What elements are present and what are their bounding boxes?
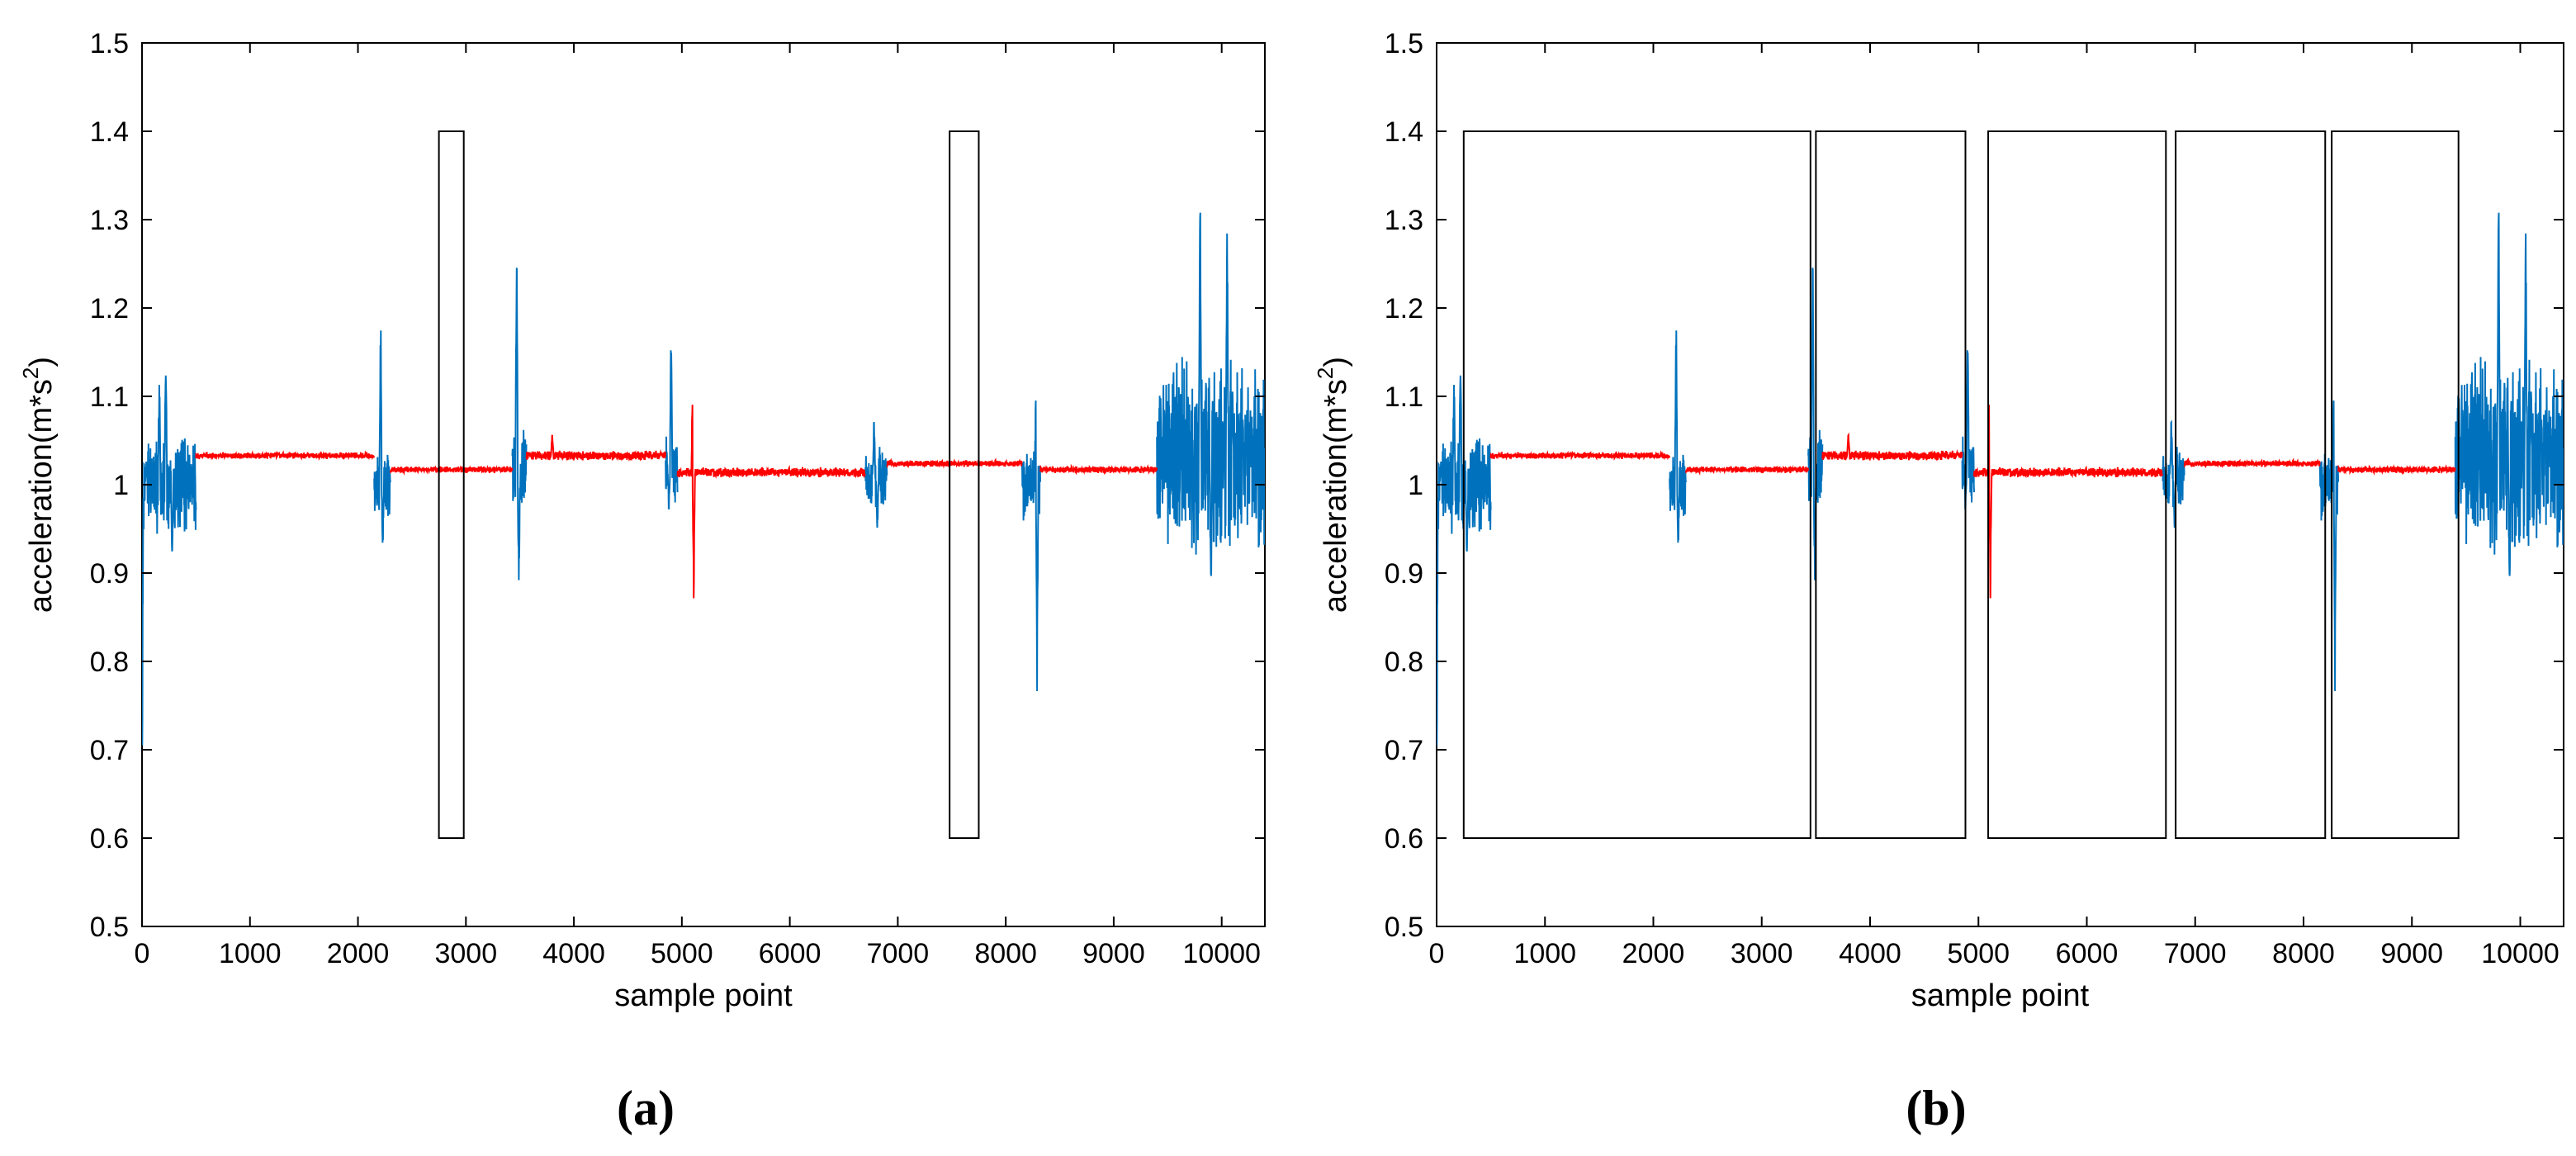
y-axis-label-sup: 2 <box>18 367 43 379</box>
x-tick-label: 6000 <box>759 938 822 969</box>
series-0-segment-2 <box>511 268 528 580</box>
series-1-segment-0 <box>195 450 375 462</box>
y-axis-label: acceleration(m*s2) <box>18 357 59 613</box>
series-1-segment-4 <box>886 457 1023 469</box>
y-tick-label: 0.9 <box>1385 558 1423 590</box>
segment-box-0 <box>438 130 465 839</box>
x-tick-label: 8000 <box>2272 938 2335 969</box>
y-tick-label: 0.8 <box>1385 647 1423 678</box>
y-tick-label: 0.8 <box>90 647 129 678</box>
series-0-segment-5 <box>1020 400 1041 692</box>
x-tick-label: 4000 <box>542 938 605 969</box>
x-tick-label: 0 <box>135 938 150 969</box>
segment-box-1 <box>949 130 980 839</box>
panel-caption: (b) <box>1906 1081 1966 1135</box>
axes-frame <box>1436 42 2564 927</box>
x-tick-label: 7000 <box>867 938 930 969</box>
series-0-segment-6 <box>2454 212 2564 576</box>
y-tick-label: 1 <box>113 470 129 501</box>
x-tick-label: 1000 <box>219 938 282 969</box>
series-1-segment-5 <box>2337 464 2456 476</box>
y-axis-label-base: acceleration(m*s <box>24 379 59 613</box>
x-tick-label: 3000 <box>434 938 497 969</box>
y-tick-label: 1.3 <box>1385 205 1423 236</box>
series-0-segment-1 <box>373 330 391 543</box>
series-1-segment-2 <box>525 434 667 462</box>
x-tick-label: 10000 <box>2481 938 2559 969</box>
x-tick-label: 1000 <box>1513 938 1576 969</box>
y-axis-label-close: ) <box>1319 357 1353 367</box>
panel-b: 0 1000 2000 3000 4000 5000 6000 7000 8000 9000 100… <box>1313 28 2564 1135</box>
y-tick-label: 1.1 <box>90 381 129 413</box>
series-1-segment-3 <box>676 405 866 599</box>
y-axis-label-sup: 2 <box>1313 367 1338 379</box>
y-tick-label: 1.5 <box>1385 28 1423 59</box>
x-tick-label: 9000 <box>2380 938 2443 969</box>
series-0-segment-1 <box>1669 330 1687 543</box>
y-tick-label: 1.5 <box>90 28 129 59</box>
y-tick-label: 0.6 <box>1385 823 1423 855</box>
y-axis-label: acceleration(m*s2) <box>1313 357 1353 613</box>
series-1-segment-0 <box>1489 450 1670 462</box>
y-tick-label: 1.3 <box>90 205 129 236</box>
x-tick-label: 0 <box>1429 938 1445 969</box>
x-tick-label: 9000 <box>1082 938 1145 969</box>
y-tick-label: 1.1 <box>1385 381 1423 413</box>
x-tick-label: 3000 <box>1731 938 1793 969</box>
x-tick-label: 7000 <box>2164 938 2227 969</box>
segment-box-2 <box>1987 130 2167 839</box>
segment-box-3 <box>2175 130 2327 839</box>
x-tick-label: 6000 <box>2056 938 2119 969</box>
y-axis-label-base: acceleration(m*s <box>1319 379 1353 613</box>
y-tick-label: 0.5 <box>1385 912 1423 943</box>
series-0-segment-5 <box>2318 400 2339 692</box>
series-1-segment-5 <box>1039 463 1158 476</box>
series-0-segment-3 <box>1961 350 1975 510</box>
panel-caption: (a) <box>617 1081 675 1135</box>
x-tick-label: 2000 <box>1622 938 1685 969</box>
y-tick-label: 0.7 <box>1385 735 1423 766</box>
y-tick-label: 0.6 <box>90 823 129 855</box>
y-tick-label: 1.4 <box>90 116 129 148</box>
series-1-segment-1 <box>1684 465 1810 476</box>
series-0-segment-3 <box>665 350 679 510</box>
x-axis-label: sample point <box>614 978 793 1013</box>
series-0-segment-4 <box>864 421 888 528</box>
series-0-segment-6 <box>1156 212 1265 576</box>
x-tick-label: 10000 <box>1182 938 1261 969</box>
y-axis-label-close: ) <box>24 357 59 367</box>
y-tick-label: 0.5 <box>90 912 129 943</box>
segment-box-0 <box>1462 130 1811 839</box>
y-tick-label: 1.2 <box>90 293 129 325</box>
series-1-segment-3 <box>1973 405 2164 599</box>
series-1-segment-2 <box>1821 432 1963 462</box>
y-tick-label: 0.9 <box>90 558 129 590</box>
y-tick-label: 0.7 <box>90 735 129 766</box>
y-tick-label: 1.4 <box>1385 116 1423 148</box>
y-tick-label: 1 <box>1408 470 1423 501</box>
x-tick-label: 4000 <box>1839 938 1901 969</box>
series-1-segment-1 <box>389 464 514 476</box>
segment-box-4 <box>2331 130 2460 839</box>
x-axis-label: sample point <box>1911 978 2090 1013</box>
plot-area <box>142 212 1265 746</box>
segment-box-1 <box>1815 130 1967 839</box>
plot-area <box>1437 212 2564 746</box>
x-tick-label: 8000 <box>974 938 1037 969</box>
x-tick-label: 5000 <box>651 938 713 969</box>
x-tick-label: 2000 <box>327 938 390 969</box>
axes-frame <box>141 42 1266 927</box>
y-tick-label: 1.2 <box>1385 293 1423 325</box>
x-tick-label: 5000 <box>1947 938 2010 969</box>
series-0-segment-0 <box>142 375 197 746</box>
panel-a: 0 1000 2000 3000 4000 5000 6000 7000 8000 9000 100… <box>18 28 1266 1135</box>
series-1-segment-4 <box>2183 457 2321 469</box>
